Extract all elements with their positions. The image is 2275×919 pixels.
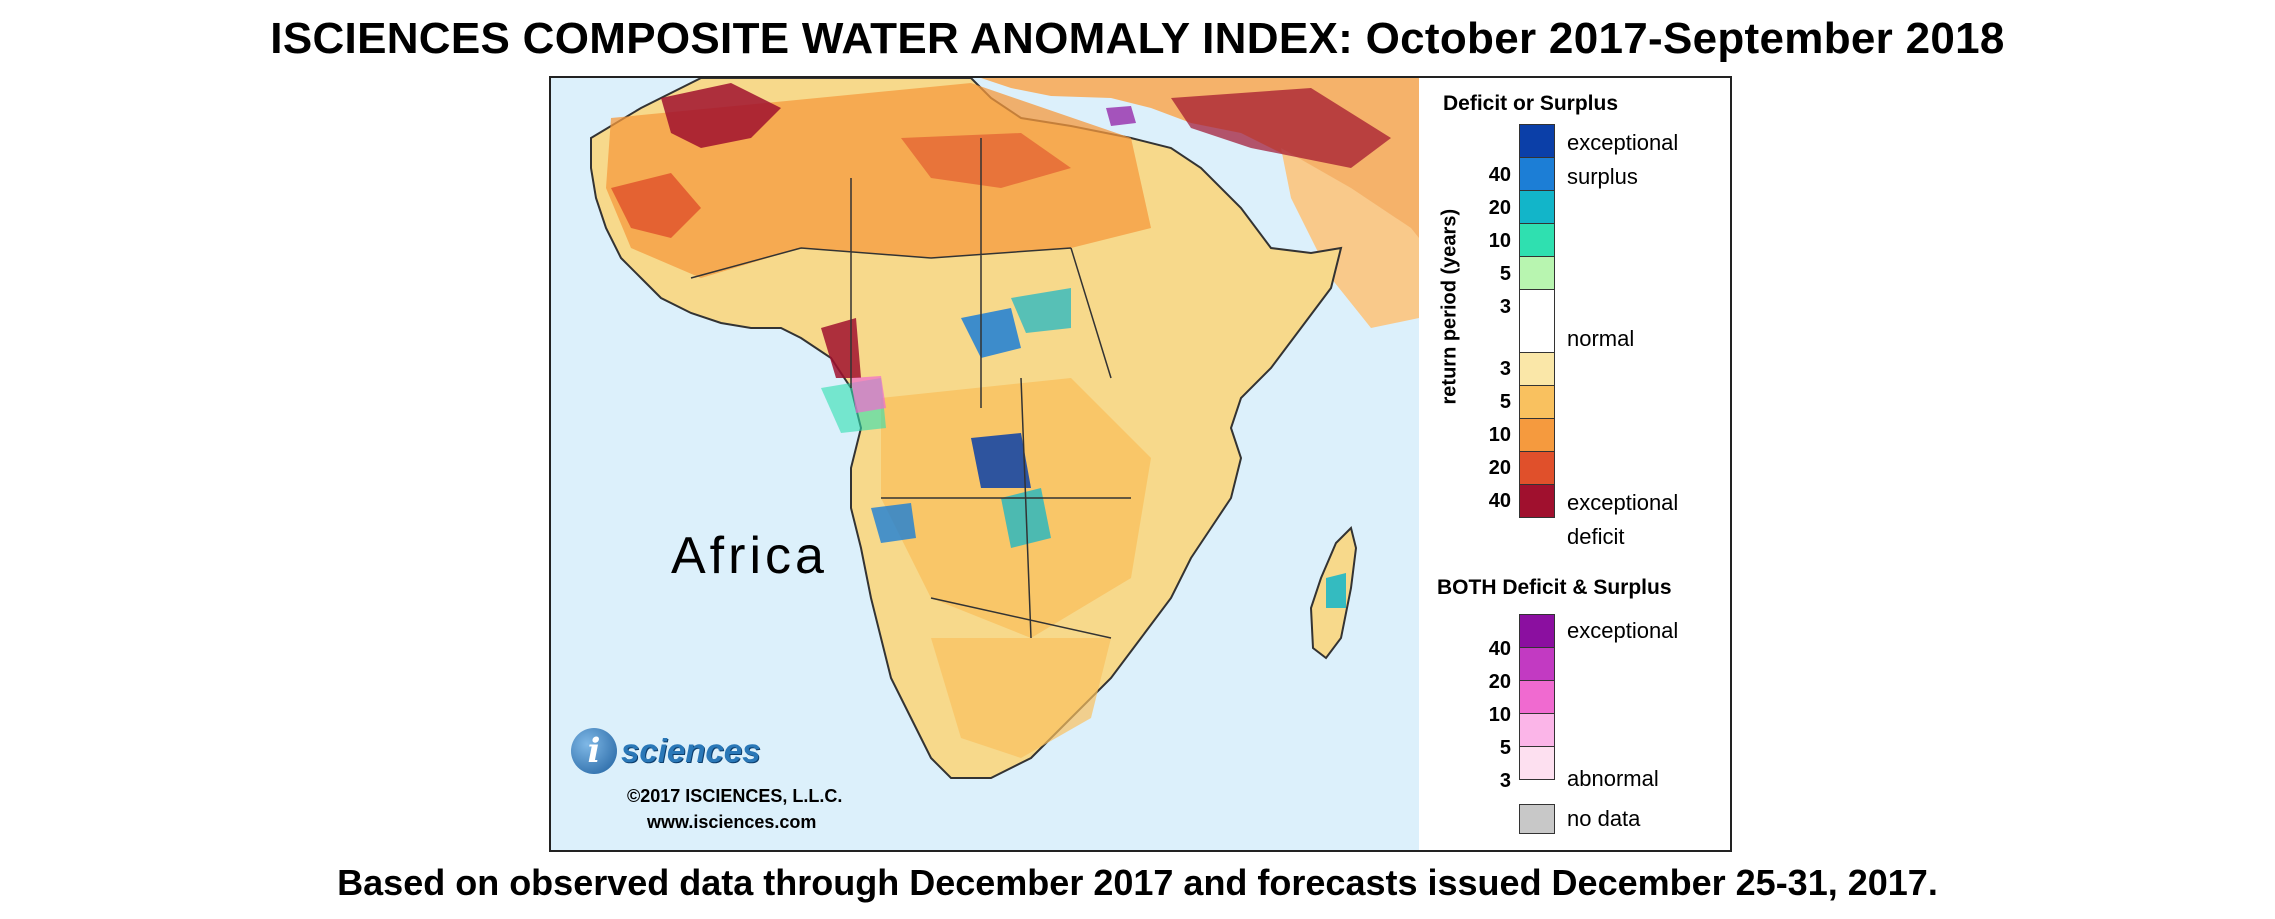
label-exceptional-deficit-1: exceptional bbox=[1567, 490, 1679, 515]
africa-map bbox=[551, 78, 1419, 850]
deficit-sahel-east bbox=[901, 133, 1071, 188]
swatch-surplus-20 bbox=[1519, 190, 1555, 224]
tick-both-40: 40 bbox=[1488, 638, 1511, 660]
swatch-deficit-3 bbox=[1519, 352, 1555, 386]
tick-deficit-40: 40 bbox=[1488, 490, 1511, 512]
swatch-both-20 bbox=[1519, 680, 1555, 714]
tick-deficit-10: 10 bbox=[1488, 424, 1511, 446]
swatch-both-10 bbox=[1519, 713, 1555, 747]
label-exceptional-surplus-1: exceptional bbox=[1567, 130, 1679, 155]
legend-deficit-surplus-title: Deficit or Surplus bbox=[1443, 92, 1619, 115]
label-exceptional-surplus-2: surplus bbox=[1567, 164, 1638, 189]
arabian-peninsula bbox=[1281, 148, 1419, 328]
tick-deficit-20: 20 bbox=[1488, 457, 1511, 479]
label-normal: normal bbox=[1567, 326, 1635, 351]
both-congo bbox=[851, 376, 886, 413]
tick-surplus-20: 20 bbox=[1488, 197, 1511, 219]
tick-surplus-5: 5 bbox=[1499, 263, 1511, 285]
swatch-both-40 bbox=[1519, 647, 1555, 681]
tick-both-10: 10 bbox=[1488, 704, 1511, 726]
swatch-both-exceptional bbox=[1519, 614, 1555, 648]
footer-note: Based on observed data through December … bbox=[337, 862, 1938, 903]
both-nile bbox=[1106, 106, 1136, 126]
legend-axis-label: return period (years) bbox=[1438, 208, 1461, 405]
swatch-no-data bbox=[1519, 804, 1555, 834]
swatch-surplus-5 bbox=[1519, 256, 1555, 290]
swatch-surplus-exceptional bbox=[1519, 124, 1555, 158]
deficit-maghreb bbox=[661, 83, 781, 148]
swatch-deficit-20 bbox=[1519, 451, 1555, 485]
tick-both-3: 3 bbox=[1499, 770, 1511, 792]
copyright-text: ©2017 ISCIENCES, L.L.C. bbox=[627, 786, 843, 806]
deficit-southern bbox=[931, 638, 1111, 758]
swatch-surplus-40 bbox=[1519, 157, 1555, 191]
isciences-logo: i sciences ©2017 ISCIENCES, L.L.C. www.i… bbox=[571, 728, 842, 848]
swatch-both-5 bbox=[1519, 746, 1555, 780]
logo-i-icon: i bbox=[571, 728, 617, 774]
swatch-deficit-10 bbox=[1519, 418, 1555, 452]
swatch-deficit-40 bbox=[1519, 484, 1555, 518]
map-title: ISCIENCES COMPOSITE WATER ANOMALY INDEX:… bbox=[270, 14, 2005, 63]
deficit-middle-east bbox=[1171, 88, 1391, 168]
legend-both-title: BOTH Deficit & Surplus bbox=[1437, 576, 1672, 599]
swatch-normal bbox=[1519, 289, 1555, 353]
surplus-angola bbox=[871, 503, 916, 543]
label-no-data: no data bbox=[1567, 806, 1641, 831]
swatch-deficit-5 bbox=[1519, 385, 1555, 419]
region-label: Africa bbox=[671, 527, 828, 585]
map-frame: Africa i sciences ©2017 ISCIENCES, L.L.C… bbox=[549, 76, 1732, 852]
logo-wordmark: sciences bbox=[621, 732, 761, 769]
tick-deficit-5: 5 bbox=[1499, 391, 1511, 413]
surplus-ethiopia bbox=[1011, 288, 1071, 333]
surplus-madagascar bbox=[1326, 573, 1346, 608]
tick-surplus-3: 3 bbox=[1499, 296, 1511, 318]
deficit-sahara-west bbox=[611, 173, 701, 238]
surplus-tanzania bbox=[971, 433, 1031, 488]
tick-surplus-10: 10 bbox=[1488, 230, 1511, 252]
website-link[interactable]: www.isciences.com bbox=[647, 812, 817, 832]
label-both-abnormal: abnormal bbox=[1567, 766, 1659, 791]
country-borders bbox=[690, 138, 1131, 639]
swatch-surplus-10 bbox=[1519, 223, 1555, 257]
label-exceptional-deficit-2: deficit bbox=[1567, 524, 1625, 549]
tick-deficit-3: 3 bbox=[1499, 358, 1511, 380]
tick-both-5: 5 bbox=[1499, 737, 1511, 759]
tick-both-20: 20 bbox=[1488, 671, 1511, 693]
label-both-exceptional: exceptional bbox=[1567, 618, 1679, 643]
legend: Deficit or Surplus return period (years)… bbox=[1419, 78, 1730, 850]
tick-surplus-40: 40 bbox=[1488, 164, 1511, 186]
surplus-east-africa bbox=[961, 308, 1021, 358]
